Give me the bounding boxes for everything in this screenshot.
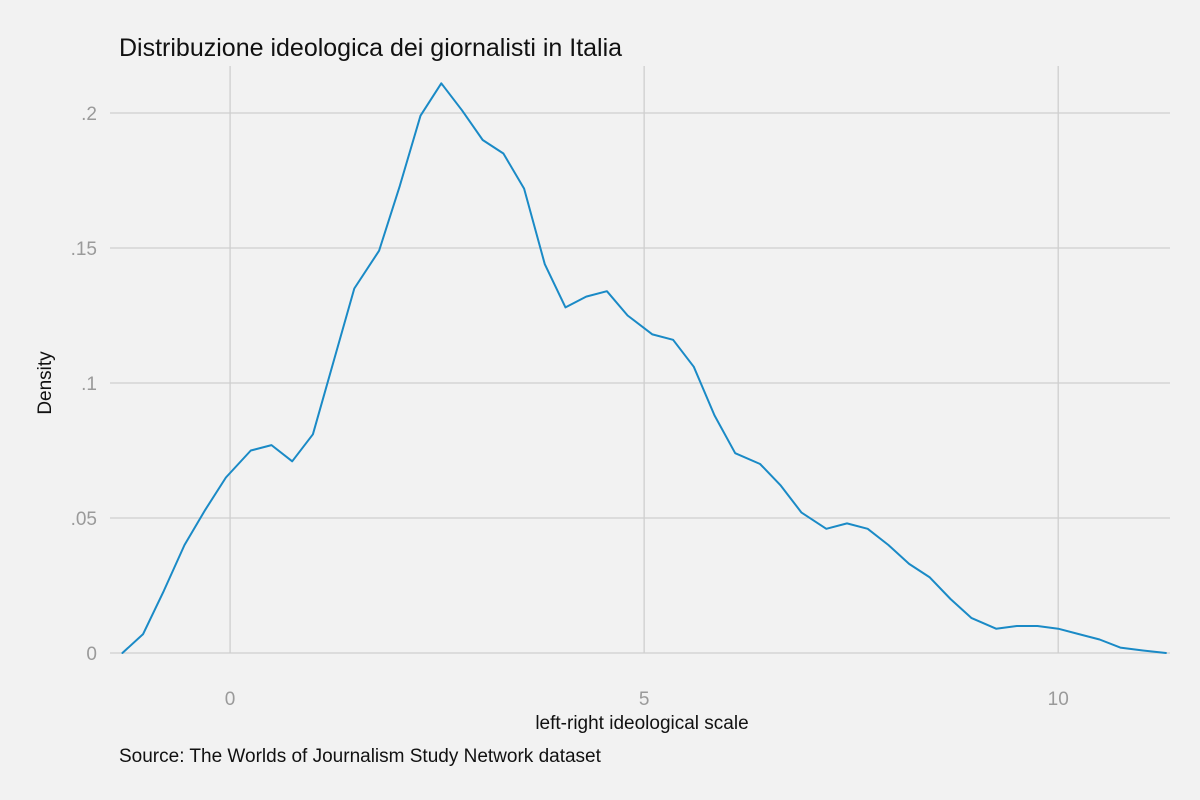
x-axis-ticks: 0 5 10: [225, 689, 1069, 710]
x-axis-label: left-right ideological scale: [535, 713, 748, 734]
y-tick-label-1: .05: [71, 509, 97, 530]
y-tick-label-4: .2: [81, 104, 97, 125]
x-tick-label-2: 10: [1048, 689, 1069, 710]
source-note: Source: The Worlds of Journalism Study N…: [119, 746, 602, 767]
y-tick-label-2: .1: [81, 374, 97, 395]
series-layer: [121, 82, 1167, 654]
density-line-0: [121, 82, 1167, 654]
y-axis-ticks: 0 .05 .1 .15 .2: [71, 104, 97, 665]
x-tick-label-0: 0: [225, 689, 236, 710]
gridlines: [110, 66, 1170, 654]
chart-title: Distribuzione ideologica dei giornalisti…: [119, 34, 622, 62]
y-tick-label-3: .15: [71, 239, 97, 260]
y-tick-label-0: 0: [86, 644, 97, 665]
y-axis-label: Density: [35, 351, 56, 415]
x-tick-label-1: 5: [639, 689, 650, 710]
